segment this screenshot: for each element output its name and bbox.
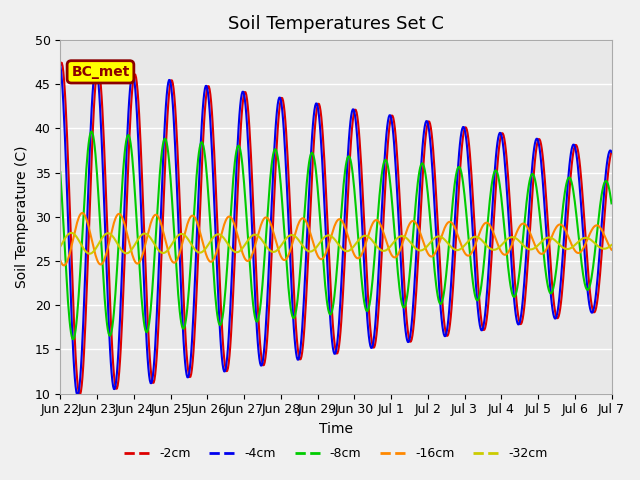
-32cm [179, 231, 187, 237]
Line: -2cm: -2cm [60, 62, 611, 395]
-2cm [437, 275, 445, 281]
-8cm [203, 168, 211, 174]
-8cm [437, 301, 445, 307]
Text: BC_met: BC_met [71, 65, 130, 79]
-16cm [329, 228, 337, 234]
-32cm [67, 230, 75, 236]
-4cm [202, 83, 209, 89]
Line: -8cm: -8cm [60, 132, 611, 339]
-16cm [607, 247, 615, 252]
-16cm [56, 257, 64, 263]
-32cm [607, 242, 615, 248]
-2cm [57, 60, 65, 65]
-8cm [383, 158, 390, 164]
-32cm [56, 244, 64, 250]
Line: -16cm: -16cm [60, 213, 611, 265]
-8cm [70, 336, 77, 342]
-2cm [203, 90, 211, 96]
X-axis label: Time: Time [319, 422, 353, 436]
-2cm [179, 276, 187, 282]
-16cm [437, 236, 445, 241]
-2cm [329, 321, 337, 327]
-2cm [559, 284, 566, 290]
-16cm [559, 223, 566, 228]
-32cm [329, 235, 337, 240]
-2cm [56, 62, 64, 68]
-8cm [559, 208, 566, 214]
-2cm [76, 392, 83, 397]
Y-axis label: Soil Temperature (C): Soil Temperature (C) [15, 145, 29, 288]
-4cm [74, 392, 82, 398]
-32cm [86, 251, 93, 256]
-16cm [203, 253, 211, 259]
Line: -4cm: -4cm [60, 65, 611, 395]
-4cm [56, 62, 64, 68]
-32cm [203, 244, 211, 250]
-16cm [179, 239, 187, 244]
-4cm [558, 266, 566, 272]
-8cm [329, 305, 337, 311]
-8cm [607, 201, 615, 206]
Title: Soil Temperatures Set C: Soil Temperatures Set C [228, 15, 444, 33]
-4cm [436, 297, 444, 303]
-32cm [559, 244, 566, 250]
-4cm [178, 309, 186, 314]
Legend: -2cm, -4cm, -8cm, -16cm, -32cm: -2cm, -4cm, -8cm, -16cm, -32cm [119, 442, 552, 465]
Line: -32cm: -32cm [60, 233, 611, 253]
-4cm [328, 338, 336, 344]
-8cm [179, 325, 187, 331]
-2cm [383, 162, 390, 168]
-32cm [437, 234, 445, 240]
-8cm [56, 169, 64, 175]
-4cm [607, 149, 615, 155]
-16cm [79, 210, 86, 216]
-16cm [383, 239, 390, 245]
-4cm [382, 141, 390, 146]
-2cm [607, 149, 615, 155]
-16cm [60, 263, 68, 268]
-8cm [88, 129, 95, 134]
-32cm [383, 247, 390, 253]
